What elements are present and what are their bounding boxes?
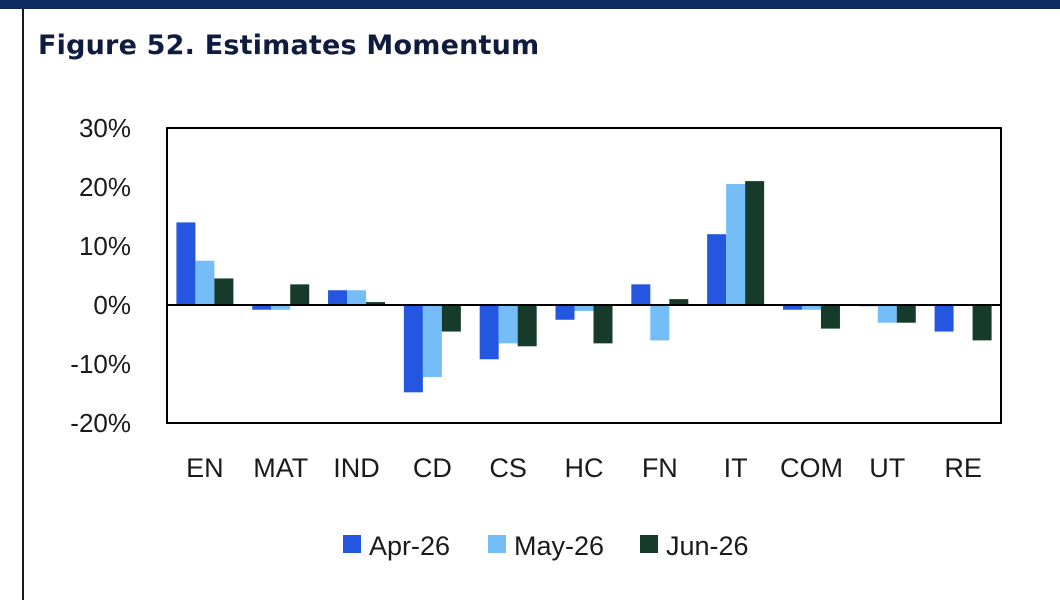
bar-ut-jun-26: [896, 305, 916, 323]
bar-com-apr-26: [782, 305, 802, 310]
x-axis: EN MAT IND CD CS HC FN IT COM UT RE: [186, 453, 982, 483]
y-tick-label: -10%: [70, 349, 131, 379]
bar-cs-jun-26: [517, 305, 537, 347]
bar-hc-jun-26: [593, 305, 613, 344]
x-category-label: COM: [780, 453, 843, 483]
x-category-label: CS: [489, 453, 527, 483]
bar-re-apr-26: [934, 305, 954, 332]
bar-fn-apr-26: [631, 284, 651, 305]
y-tick-label: 20%: [79, 172, 131, 202]
bar-ind-apr-26: [328, 290, 348, 305]
bar-cd-jun-26: [441, 305, 461, 332]
x-category-label: EN: [186, 453, 224, 483]
legend: Apr-26 May-26 Jun-26: [343, 531, 749, 561]
bar-it-apr-26: [707, 234, 727, 305]
bar-mat-apr-26: [252, 305, 272, 310]
x-category-label: IT: [724, 453, 748, 483]
y-tick-label: 0%: [93, 290, 131, 320]
figure-title: Figure 52. Estimates Momentum: [38, 30, 540, 61]
left-border-rule: [22, 9, 24, 600]
legend-label: Jun-26: [666, 531, 749, 561]
bar-com-may-26: [801, 305, 821, 310]
bar-cs-may-26: [498, 305, 518, 344]
x-category-label: CD: [413, 453, 452, 483]
bar-it-jun-26: [745, 181, 765, 305]
y-tick-label: -20%: [70, 408, 131, 438]
legend-swatch: [343, 535, 361, 553]
bar-mat-may-26: [271, 305, 291, 310]
bar-fn-jun-26: [669, 299, 689, 305]
bar-group: [176, 181, 992, 393]
bar-hc-apr-26: [555, 305, 575, 320]
bar-en-jun-26: [214, 278, 234, 305]
bar-fn-may-26: [650, 305, 670, 341]
bar-com-jun-26: [820, 305, 840, 329]
y-tick-label: 10%: [79, 231, 131, 261]
bar-hc-may-26: [574, 305, 594, 311]
x-category-label: UT: [869, 453, 905, 483]
legend-swatch: [488, 535, 506, 553]
x-category-label: RE: [944, 453, 982, 483]
bar-cs-apr-26: [479, 305, 499, 360]
x-category-label: MAT: [253, 453, 308, 483]
plot-frame: [166, 127, 1002, 424]
header-bar: [0, 0, 1060, 9]
bar-en-apr-26: [176, 222, 196, 305]
bar-mat-jun-26: [290, 284, 310, 305]
legend-label: Apr-26: [369, 531, 450, 561]
bar-ind-may-26: [347, 290, 367, 305]
bar-cd-apr-26: [403, 305, 423, 393]
x-category-label: FN: [642, 453, 678, 483]
bar-cd-may-26: [422, 305, 442, 377]
bar-ut-may-26: [877, 305, 897, 323]
y-tick-label: 30%: [79, 113, 131, 143]
legend-swatch: [640, 535, 658, 553]
bar-it-may-26: [726, 184, 746, 305]
y-axis: 30% 20% 10% 0% -10% -20%: [70, 113, 131, 438]
x-category-label: IND: [333, 453, 380, 483]
bar-ind-jun-26: [366, 302, 386, 305]
x-category-label: HC: [565, 453, 604, 483]
bar-re-jun-26: [972, 305, 992, 341]
legend-label: May-26: [514, 531, 604, 561]
bar-en-may-26: [195, 260, 215, 305]
